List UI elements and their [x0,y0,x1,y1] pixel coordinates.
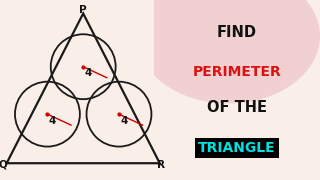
Ellipse shape [137,0,320,103]
Text: Q: Q [0,160,8,170]
Text: OF THE: OF THE [207,100,267,116]
Text: 4: 4 [120,116,128,126]
Text: 4: 4 [84,68,92,78]
Text: TRIANGLE: TRIANGLE [198,141,276,155]
Text: P: P [79,5,87,15]
Text: PERIMETER: PERIMETER [192,65,281,79]
Text: 4: 4 [49,116,56,126]
Text: FIND: FIND [217,25,257,40]
Text: R: R [157,160,165,170]
